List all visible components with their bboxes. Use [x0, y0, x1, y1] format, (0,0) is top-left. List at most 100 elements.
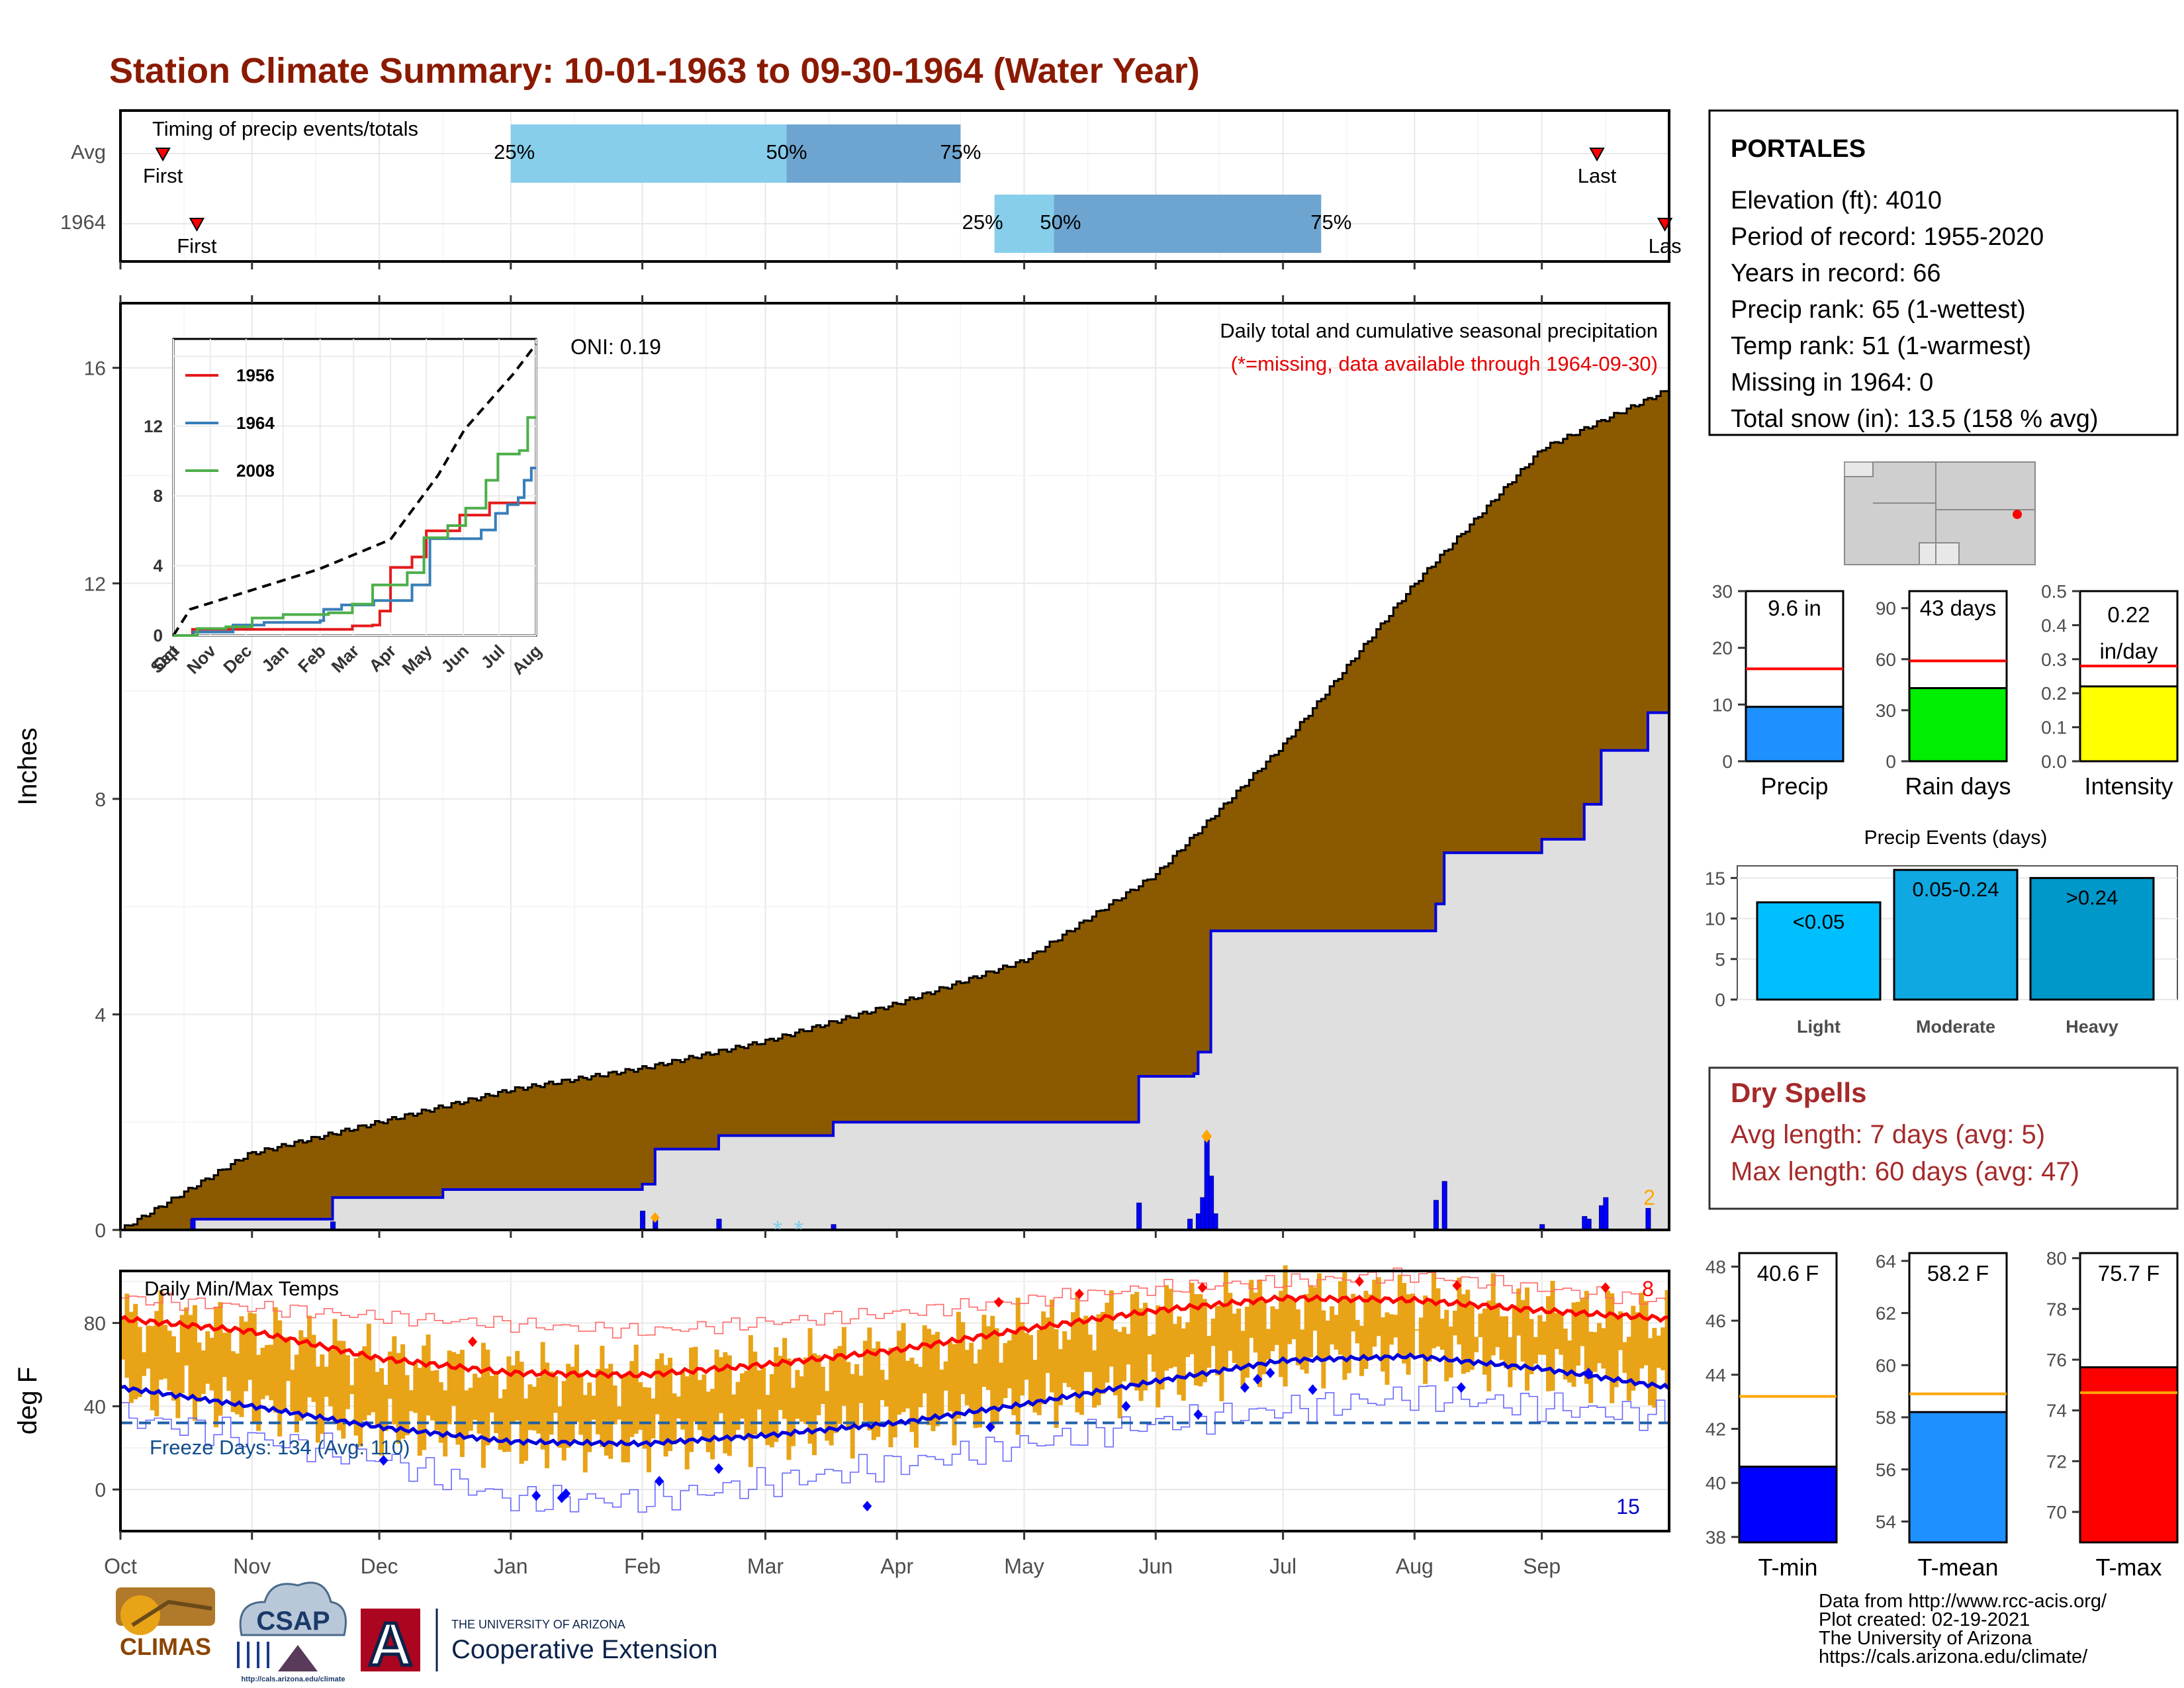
inset-average-line: [172, 343, 537, 637]
daily-temp-bar: [1113, 1329, 1118, 1395]
inset-y-tick-label: 4: [154, 556, 163, 576]
y-tick-label: 0.0: [2041, 751, 2067, 772]
summary-bar-value: 0.22: [2107, 602, 2150, 627]
min-record-count: 15: [1616, 1495, 1640, 1519]
daily-temp-bar: [1338, 1281, 1343, 1355]
inset-series-1964: [173, 467, 536, 637]
daily-temp-bar: [163, 1325, 168, 1379]
daily-temp-bar: [1588, 1331, 1594, 1403]
daily-temp-bar: [1512, 1305, 1517, 1370]
daily-temp-bar: [710, 1389, 715, 1460]
daily-temp-bar: [1647, 1338, 1653, 1405]
events-category-label: Moderate: [1916, 1017, 1995, 1037]
month-label: May: [1004, 1554, 1044, 1578]
daily-temp-bar: [1193, 1293, 1199, 1385]
daily-temp-bar: [1575, 1301, 1580, 1366]
daily-temp-bar: [697, 1380, 702, 1430]
daily-temp-bar: [422, 1345, 427, 1450]
events-bar-value: >0.24: [2066, 886, 2118, 909]
daily-temp-bar: [617, 1406, 622, 1420]
daily-temp-bar: [1601, 1328, 1606, 1369]
daily-temp-bar: [128, 1311, 134, 1403]
daily-temp-bar: [1359, 1325, 1365, 1376]
y-tick-label: 42: [1706, 1419, 1726, 1439]
daily-temp-bar: [1283, 1265, 1288, 1387]
precip-corner-count: 2: [1643, 1186, 1655, 1209]
daily-temp-bar: [1482, 1308, 1487, 1375]
y-tick-label: 30: [1876, 700, 1896, 721]
daily-temp-bar: [349, 1385, 355, 1395]
daily-temp-bar: [850, 1374, 855, 1459]
daily-temp-bar: [1418, 1317, 1424, 1355]
y-tick-label: 78: [2046, 1299, 2067, 1319]
daily-temp-bar: [1554, 1313, 1559, 1350]
month-label: Mar: [747, 1554, 784, 1578]
daily-temp-bar: [1367, 1294, 1373, 1360]
events-bar-moderate: [1893, 868, 2019, 1001]
daily-temp-bar: [494, 1372, 499, 1433]
daily-temp-bar: [769, 1374, 774, 1448]
ua-letter: A: [369, 1611, 412, 1678]
daily-temp-bar: [527, 1384, 533, 1430]
daily-temp-bar: [1546, 1296, 1551, 1391]
daily-temp-bar: [978, 1349, 983, 1428]
daily-temp-bar: [1308, 1285, 1314, 1358]
daily-temp-bar: [680, 1372, 686, 1430]
daily-temp-bar: [1610, 1293, 1615, 1403]
daily-precip-bar: [1433, 1199, 1439, 1231]
daily-precip-bar: [1187, 1219, 1193, 1231]
daily-temp-bar: [960, 1322, 966, 1395]
daily-temp-bar: [633, 1344, 639, 1434]
daily-temp-bar: [735, 1382, 741, 1430]
daily-temp-bar: [167, 1331, 172, 1391]
daily-temp-bar: [778, 1356, 783, 1411]
daily-temp-bar: [1210, 1318, 1216, 1346]
record-max-marker: [1197, 1282, 1207, 1293]
daily-temp-bar: [1287, 1295, 1293, 1344]
daily-temp-bar: [1448, 1327, 1453, 1378]
daily-temp-bar: [1228, 1293, 1233, 1351]
daily-temp-bar: [515, 1350, 520, 1421]
daily-temp-bar: [1291, 1300, 1297, 1340]
daily-temp-bar: [1232, 1313, 1237, 1363]
y-tick-label: 0: [95, 1479, 106, 1501]
first-event-marker: [189, 218, 205, 232]
daily-temp-bar: [387, 1351, 392, 1399]
inset-y-tick-label: 8: [154, 486, 163, 506]
daily-temp-bar: [1253, 1292, 1258, 1353]
footer-line: https://cals.arizona.edu/climate/: [1819, 1646, 2088, 1667]
daily-temp-bar: [1096, 1314, 1101, 1405]
daily-temp-bar: [841, 1327, 846, 1406]
daily-temp-bar: [222, 1333, 227, 1378]
temp-summary-bar-t-min: [1738, 1466, 1838, 1544]
y-tick-label: 40: [1706, 1473, 1726, 1493]
daily-temp-bar: [727, 1355, 732, 1456]
daily-temp-bar: [281, 1336, 287, 1412]
daily-temp-bar: [1138, 1308, 1144, 1401]
daily-temp-bar: [1304, 1293, 1309, 1374]
daily-temp-bar: [201, 1350, 206, 1394]
timing-bar-50-75: [786, 124, 961, 183]
month-label: Jan: [494, 1554, 528, 1578]
daily-temp-bar: [1198, 1293, 1203, 1387]
daily-temp-bar: [396, 1352, 401, 1444]
daily-temp-bar: [264, 1344, 269, 1396]
daily-temp-bar: [477, 1377, 482, 1434]
daily-temp-bar: [438, 1382, 443, 1443]
daily-temp-bar: [1563, 1329, 1568, 1380]
daily-temp-bar: [756, 1370, 762, 1410]
daily-temp-bar: [1240, 1331, 1246, 1387]
average-min-line: [120, 1352, 1670, 1448]
daily-temp-bar: [1316, 1273, 1322, 1360]
y-tick-label: 70: [2046, 1502, 2067, 1523]
daily-temp-bar: [1508, 1337, 1513, 1387]
daily-temp-bar: [1215, 1305, 1220, 1376]
record-max-marker: [468, 1336, 478, 1347]
daily-temp-bar: [689, 1347, 694, 1452]
daily-temp-bar: [582, 1395, 588, 1473]
summary-bar-precip: [1745, 706, 1844, 763]
y-tick-label: 15: [1705, 868, 1725, 888]
daily-temp-bar: [1109, 1290, 1114, 1367]
daily-precip-bar: [1603, 1197, 1609, 1231]
